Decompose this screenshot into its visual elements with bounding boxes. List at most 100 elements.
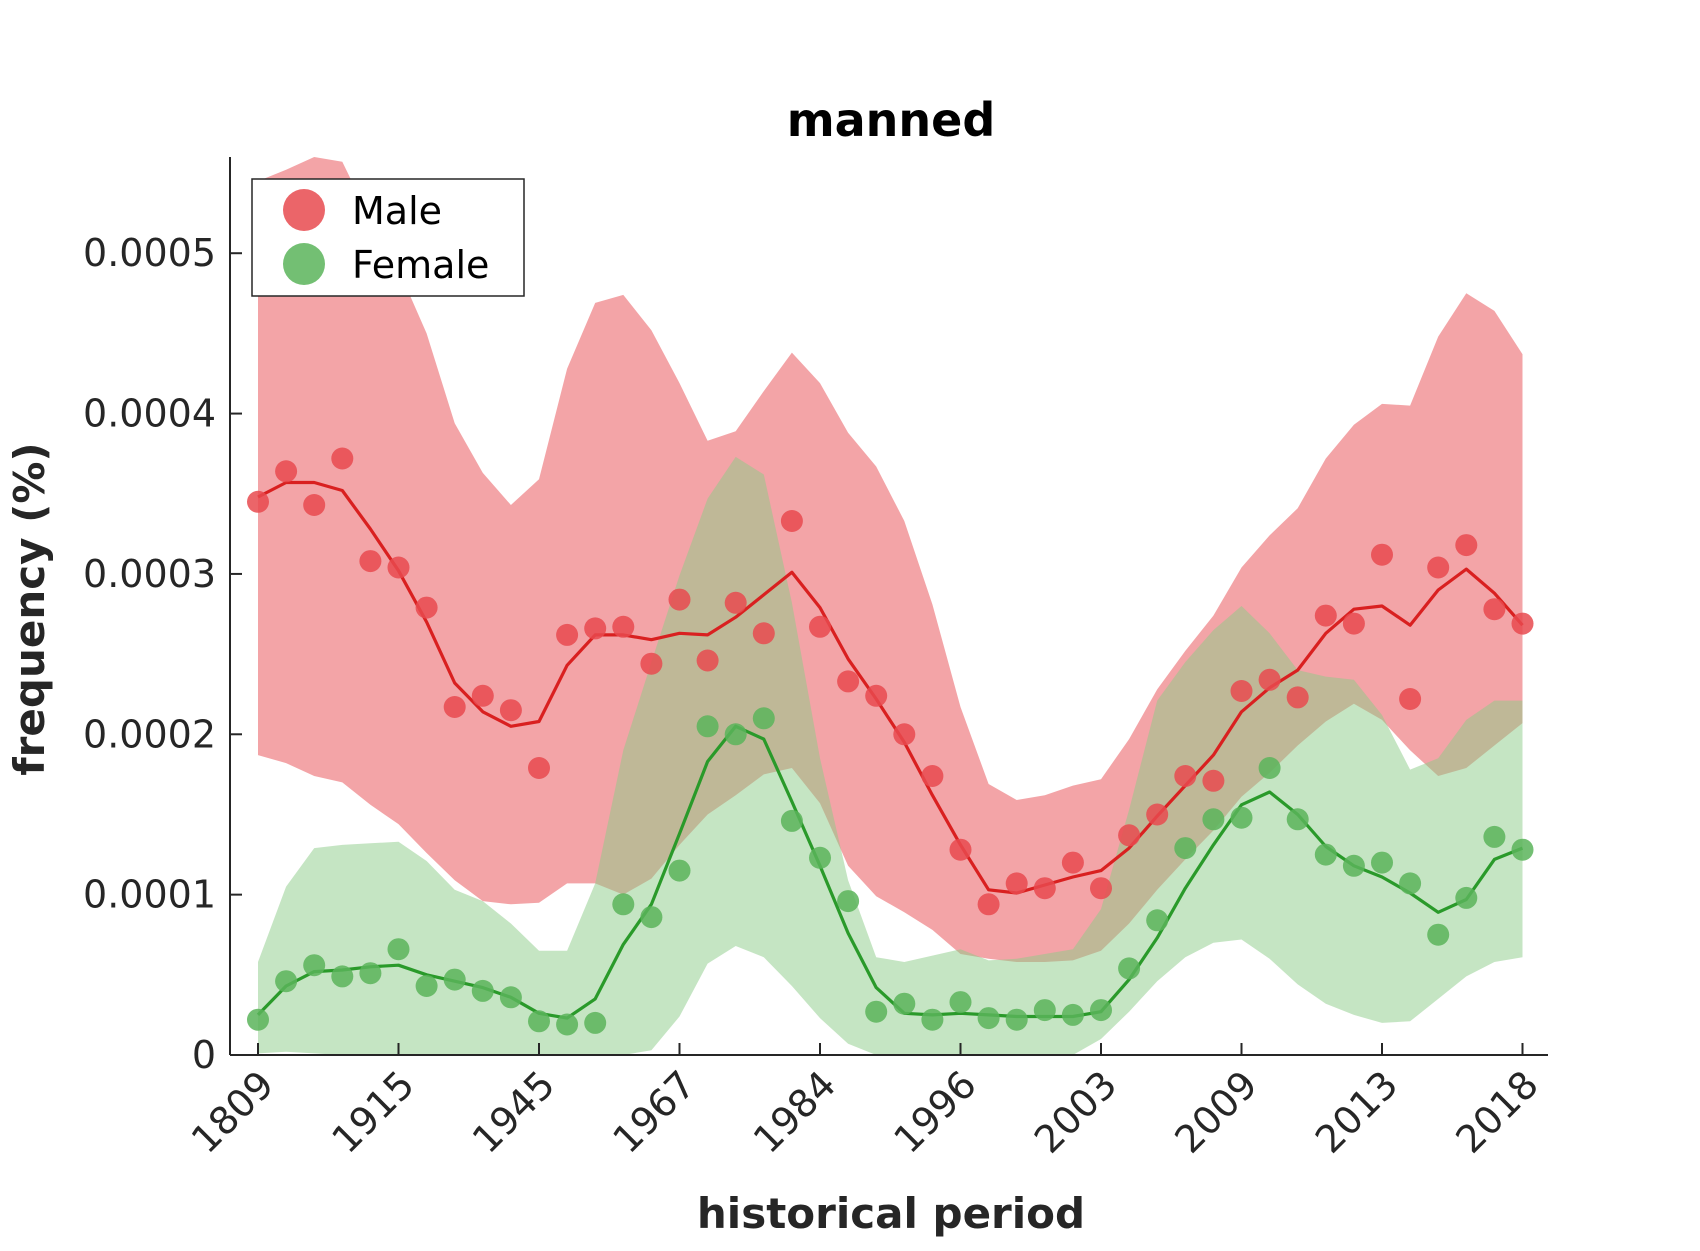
male-data-point bbox=[471, 684, 494, 707]
male-data-point bbox=[1342, 612, 1365, 635]
male-data-point bbox=[1230, 680, 1253, 702]
male-legend-label: Male bbox=[352, 189, 442, 233]
female-data-point bbox=[696, 715, 719, 738]
y-tick-label: 0.0005 bbox=[83, 231, 216, 275]
male-data-point bbox=[1427, 556, 1450, 579]
female-data-point bbox=[584, 1011, 607, 1034]
female-data-point bbox=[1511, 838, 1534, 861]
female-data-point bbox=[1230, 806, 1253, 829]
female-data-point bbox=[1371, 851, 1393, 874]
female-data-point bbox=[612, 893, 635, 916]
male-data-point bbox=[977, 893, 1000, 916]
male-data-point bbox=[780, 510, 803, 532]
female-data-point bbox=[1427, 923, 1450, 946]
y-tick-label: 0.0004 bbox=[83, 392, 216, 436]
male-data-point bbox=[499, 699, 522, 722]
female-data-point bbox=[780, 809, 803, 832]
y-tick-label: 0.0002 bbox=[83, 712, 216, 756]
male-data-point bbox=[724, 591, 747, 614]
male-data-point bbox=[528, 757, 550, 779]
male-data-point bbox=[921, 765, 944, 787]
male-data-point bbox=[1146, 803, 1169, 826]
female-data-point bbox=[1005, 1008, 1028, 1031]
male-data-point bbox=[1174, 765, 1197, 787]
female-data-point bbox=[275, 970, 298, 993]
male-data-point bbox=[1483, 598, 1506, 621]
female-data-point bbox=[1174, 837, 1197, 860]
female-data-point bbox=[893, 992, 916, 1015]
male-data-point bbox=[837, 670, 860, 693]
female-trend-line bbox=[256, 724, 1524, 1020]
female-data-point bbox=[640, 906, 663, 929]
male-data-point bbox=[359, 550, 382, 573]
chart-title: manned bbox=[787, 93, 996, 147]
female-data-point bbox=[1483, 825, 1506, 848]
female-data-point bbox=[837, 890, 860, 913]
male-legend-marker bbox=[283, 189, 325, 231]
female-data-point bbox=[1342, 854, 1365, 877]
male-data-point bbox=[1090, 877, 1112, 900]
male-data-point bbox=[331, 447, 354, 470]
male-data-point bbox=[415, 596, 438, 619]
female-data-point bbox=[1399, 872, 1422, 895]
male-data-point bbox=[1511, 612, 1534, 635]
female-data-point bbox=[528, 1010, 550, 1033]
male-data-point bbox=[556, 623, 579, 646]
male-data-point bbox=[1314, 604, 1337, 627]
y-tick-label: 0 bbox=[192, 1033, 216, 1077]
female-data-point bbox=[303, 954, 326, 977]
female-legend-marker bbox=[283, 243, 325, 285]
female-data-point bbox=[1455, 886, 1478, 909]
female-data-point bbox=[1258, 757, 1281, 779]
male-data-point bbox=[640, 652, 663, 675]
male-data-point bbox=[584, 617, 607, 640]
legend: Male Female bbox=[251, 178, 525, 297]
trend-lines bbox=[256, 480, 1524, 1020]
male-data-point bbox=[612, 615, 635, 638]
female-data-point bbox=[1286, 808, 1309, 831]
female-data-point bbox=[359, 962, 382, 985]
y-axis-label: frequency (%) bbox=[5, 442, 54, 775]
male-data-point bbox=[1061, 851, 1084, 874]
female-data-point bbox=[865, 1000, 888, 1023]
female-data-point bbox=[247, 1008, 269, 1031]
male-data-point bbox=[1033, 877, 1056, 900]
female-data-point bbox=[809, 846, 831, 869]
female-data-point bbox=[921, 1008, 944, 1031]
male-data-point bbox=[1399, 688, 1422, 710]
male-data-point bbox=[247, 490, 269, 513]
female-data-point bbox=[949, 991, 972, 1014]
female-data-point bbox=[1090, 999, 1112, 1022]
male-data-point bbox=[1202, 769, 1225, 792]
female-data-point bbox=[499, 986, 522, 1009]
y-tick-label: 0.0001 bbox=[83, 873, 216, 917]
male-data-point bbox=[1258, 668, 1281, 691]
female-data-point bbox=[1202, 808, 1225, 831]
male-data-point bbox=[1455, 534, 1478, 557]
female-data-point bbox=[471, 979, 494, 1002]
male-data-point bbox=[893, 723, 916, 746]
male-data-point bbox=[275, 460, 298, 483]
female-data-point bbox=[1118, 957, 1141, 980]
y-tick-label: 0.0003 bbox=[83, 552, 216, 596]
female-data-point bbox=[1146, 909, 1169, 932]
data-points bbox=[247, 447, 1534, 1036]
male-data-point bbox=[809, 615, 831, 638]
male-data-point bbox=[949, 838, 972, 861]
male-data-point bbox=[668, 588, 691, 611]
male-data-point bbox=[865, 684, 888, 707]
female-data-point bbox=[1061, 1003, 1084, 1026]
male-data-point bbox=[1005, 872, 1028, 895]
male-data-point bbox=[443, 696, 466, 718]
female-data-point bbox=[668, 859, 691, 882]
female-data-point bbox=[1314, 843, 1337, 866]
female-confidence-band bbox=[258, 456, 1523, 1055]
male-data-point bbox=[696, 649, 719, 672]
female-data-point bbox=[556, 1013, 579, 1036]
male-data-point bbox=[752, 622, 775, 645]
male-trend-line bbox=[257, 480, 1524, 895]
male-data-point bbox=[387, 556, 410, 579]
male-data-point bbox=[1118, 824, 1141, 847]
x-axis-label: historical period bbox=[697, 1189, 1085, 1238]
